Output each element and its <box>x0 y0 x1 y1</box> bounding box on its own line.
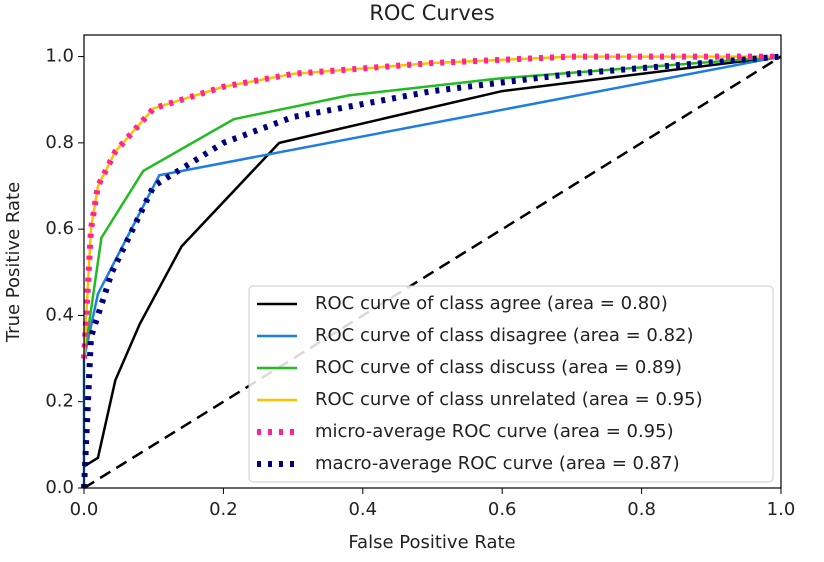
x-tick-label: 0.2 <box>209 499 238 520</box>
diagonal-line <box>83 55 782 490</box>
legend-label: ROC curve of class agree (area = 0.80) <box>315 293 668 314</box>
y-tick-label: 0.8 <box>45 132 74 153</box>
legend-label: micro-average ROC curve (area = 0.95) <box>315 421 674 442</box>
x-axis-label: False Positive Rate <box>348 532 515 553</box>
chart-title: ROC Curves <box>369 1 494 25</box>
legend-label: macro-average ROC curve (area = 0.87) <box>315 453 680 474</box>
roc-line <box>81 53 782 489</box>
plot-frame <box>83 34 782 489</box>
roc-line <box>82 55 781 359</box>
y-tick-label: 0.4 <box>45 304 74 325</box>
legend-label: ROC curve of class unrelated (area = 0.9… <box>315 389 703 410</box>
y-axis-label: True Positive Rate <box>3 182 24 343</box>
y-tick-label: 1.0 <box>45 46 74 67</box>
x-tick-label: 0.8 <box>627 499 656 520</box>
legend-label: ROC curve of class discuss (area = 0.89) <box>315 357 682 378</box>
x-tick-label: 0.4 <box>348 499 377 520</box>
y-tick-label: 0.2 <box>45 391 74 412</box>
x-tick-label: 0.6 <box>488 499 517 520</box>
legend-box <box>248 285 774 483</box>
y-tick-label: 0.6 <box>45 218 74 239</box>
x-tick-label: 1.0 <box>767 499 796 520</box>
roc-line <box>83 55 782 468</box>
x-tick-label: 0.0 <box>70 499 99 520</box>
roc-line <box>82 55 782 359</box>
legend-label: ROC curve of class disagree (area = 0.82… <box>315 325 694 346</box>
y-tick-label: 0.0 <box>45 477 74 498</box>
